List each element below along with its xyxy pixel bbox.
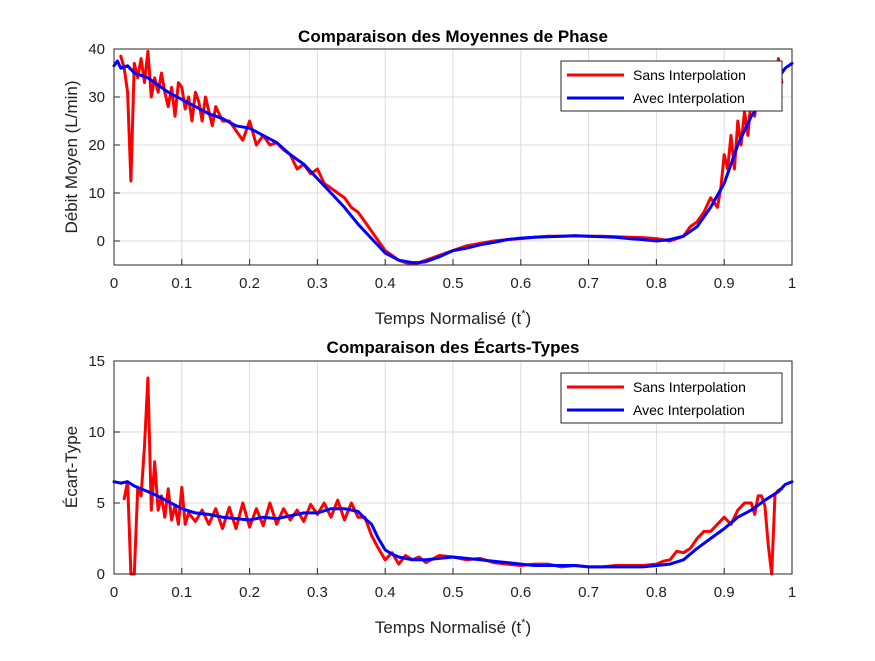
legend-label-sans: Sans Interpolation [633, 67, 746, 83]
x-ticks: 0 0.1 0.2 0.3 0.4 0.5 0.6 0.7 0.8 0.9 1 [110, 568, 796, 601]
x-tick-label: 1 [788, 584, 796, 601]
x-tick-label: 0.1 [171, 584, 192, 601]
x-tick-label: 0.8 [646, 584, 667, 601]
series-group [112, 376, 794, 576]
plot-mean-phase: 0 0.1 0.2 0.3 0.4 0.5 0.6 0.7 0.8 0.9 1 010203040 … [62, 27, 796, 328]
series-line-avec-interpolation [112, 59, 794, 265]
x-axis-label: Temps Normalisé (t*) [375, 617, 531, 637]
legend-box [560, 60, 783, 112]
x-tick-label: 0.4 [375, 584, 396, 601]
x-tick-label: 0.2 [239, 584, 260, 601]
series-line-avec-interpolation [112, 480, 794, 569]
x-tick-label: 0.5 [443, 275, 464, 292]
x-axis-label: Temps Normalisé (t*) [375, 308, 531, 328]
y-tick-label: 10 [88, 424, 105, 441]
x-tick-label: 1 [788, 275, 796, 292]
chart-title: Comparaison des Moyennes de Phase [298, 27, 608, 46]
x-tick-label: 0.6 [510, 584, 531, 601]
y-ticks: 0 5 10 15 [88, 353, 120, 583]
x-tick-label: 0 [110, 275, 118, 292]
y-axis-label: Écart-Type [62, 426, 81, 508]
chart-title: Comparaison des Écarts-Types [327, 338, 580, 357]
series-line-sans-interpolation [122, 376, 784, 576]
x-tick-label: 0.8 [646, 275, 667, 292]
y-tick-label: 0 [97, 566, 105, 583]
x-tick-label: 0.1 [171, 275, 192, 292]
y-tick-label: 15 [88, 353, 105, 370]
legend-box [560, 372, 783, 424]
series-group [112, 49, 794, 266]
legend-label-avec: Avec Interpolation [633, 90, 745, 106]
y-tick-label: 0 [97, 233, 105, 250]
x-tick-label: 0.3 [307, 584, 328, 601]
x-tick-label: 0.7 [578, 275, 599, 292]
y-tick-label: 20 [88, 137, 105, 154]
x-tick-label: 0.5 [443, 584, 464, 601]
legend-label-sans: Sans Interpolation [633, 379, 746, 395]
legend-label-avec: Avec Interpolation [633, 402, 745, 418]
x-tick-label: 0.3 [307, 275, 328, 292]
y-axis-label: Débit Moyen (L/min) [62, 80, 81, 233]
x-tick-label: 0.4 [375, 275, 396, 292]
y-ticks: 0 10 20 30 40 [88, 41, 120, 250]
y-tick-label: 10 [88, 185, 105, 202]
x-tick-label: 0.9 [714, 275, 735, 292]
y-tick-label: 40 [88, 41, 105, 58]
x-ticks: 0 0.1 0.2 0.3 0.4 0.5 0.6 0.7 0.8 0.9 1 [110, 259, 796, 292]
series-line-sans-interpolation [119, 49, 784, 266]
legend: Sans Interpolation Avec Interpolation [560, 60, 783, 112]
y-tick-label: 30 [88, 89, 105, 106]
x-tick-label: 0.2 [239, 275, 260, 292]
plot-std-dev: 0 0.1 0.2 0.3 0.4 0.5 0.6 0.7 0.8 0.9 1 0 5 10 15 Com… [62, 338, 796, 637]
x-tick-label: 0.9 [714, 584, 735, 601]
x-tick-label: 0.6 [510, 275, 531, 292]
x-tick-label: 0.7 [578, 584, 599, 601]
x-tick-label: 0 [110, 584, 118, 601]
legend: Sans Interpolation Avec Interpolation [560, 372, 783, 424]
y-tick-label: 5 [97, 495, 105, 512]
